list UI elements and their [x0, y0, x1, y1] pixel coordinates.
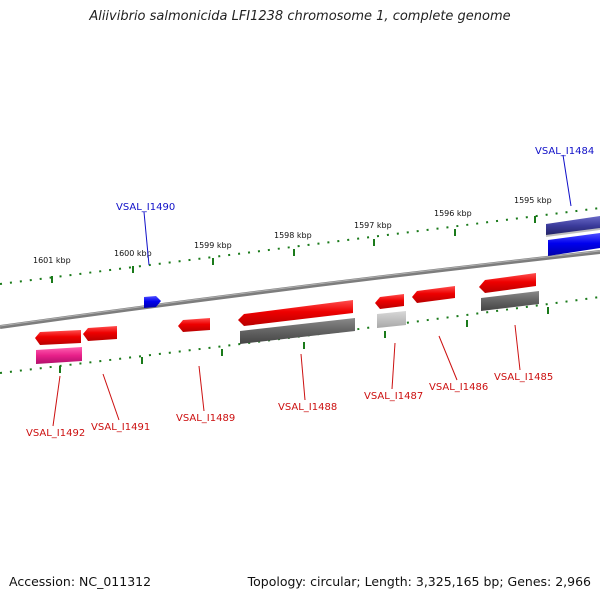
- leader-vsal-i1488: [300, 353, 306, 401]
- label-vsal-i1489[interactable]: VSAL_I1489: [176, 413, 235, 424]
- gene-vsal-i1488[interactable]: [238, 300, 353, 326]
- genome-summary-text: Topology: circular; Length: 3,325,165 bp…: [247, 574, 591, 589]
- leader-vsal-i1484: [562, 154, 572, 207]
- gene-vsal-i1485-shadow: [481, 291, 539, 311]
- label-vsal-i1490[interactable]: VSAL_I1490: [116, 202, 175, 213]
- chromosome-backbone-highlight: [0, 250, 600, 327]
- gene-vsal-i1489[interactable]: [178, 318, 210, 332]
- scale-label-1600: 1600 kbp: [114, 249, 152, 258]
- scale-label-1597: 1597 kbp: [354, 221, 392, 230]
- scale-label-1599: 1599 kbp: [194, 241, 232, 250]
- label-vsal-i1491[interactable]: VSAL_I1491: [91, 422, 150, 433]
- gene-vsal-i1484-upper[interactable]: [546, 216, 600, 236]
- scale-label-1595: 1595 kbp: [514, 196, 552, 205]
- gene-vsal-i1492-pseudo[interactable]: [36, 347, 82, 364]
- gene-vsal-i1485[interactable]: [479, 273, 536, 293]
- leader-vsal-i1486: [438, 335, 458, 381]
- outer-major-ticks: [51, 216, 536, 283]
- gene-vsal-i1488-shadow: [240, 318, 355, 344]
- inner-major-ticks: [59, 307, 549, 373]
- scale-label-1596: 1596 kbp: [434, 209, 472, 218]
- gene-vsal-i1490[interactable]: [144, 296, 161, 308]
- label-vsal-i1487[interactable]: VSAL_I1487: [364, 391, 423, 402]
- label-vsal-i1486[interactable]: VSAL_I1486: [429, 382, 488, 393]
- chromosome-backbone: [0, 250, 600, 329]
- label-vsal-i1492[interactable]: VSAL_I1492: [26, 428, 85, 439]
- gene-vsal-i1484-stripe: [545, 228, 600, 237]
- label-vsal-i1484[interactable]: VSAL_I1484: [535, 146, 594, 157]
- label-vsal-i1485[interactable]: VSAL_I1485: [494, 372, 553, 383]
- gene-vsal-i1492[interactable]: [35, 330, 81, 345]
- gene-vsal-i1484-lower[interactable]: [548, 233, 600, 256]
- map-title: Aliivibrio salmonicida LFI1238 chromosom…: [89, 9, 511, 24]
- outer-scale-dots: [0, 207, 600, 285]
- leader-vsal-i1490: [143, 211, 150, 266]
- leader-vsal-i1492: [52, 375, 61, 427]
- scale-label-1601: 1601 kbp: [33, 256, 71, 265]
- label-vsal-i1488[interactable]: VSAL_I1488: [278, 402, 337, 413]
- gene-vsal-i1486[interactable]: [412, 286, 455, 303]
- leader-vsal-i1489: [198, 365, 205, 412]
- scale-label-1598: 1598 kbp: [274, 231, 312, 240]
- leader-vsal-i1485: [514, 324, 521, 371]
- gene-vsal-i1491[interactable]: [83, 326, 117, 341]
- leader-vsal-i1487: [391, 342, 396, 390]
- gene-vsal-i1487[interactable]: [375, 294, 404, 309]
- inner-scale-dots: [0, 296, 600, 374]
- accession-text: Accession: NC_011312: [9, 574, 152, 589]
- gene-vsal-i1487-shadow: [377, 311, 406, 328]
- leader-vsal-i1491: [102, 373, 120, 421]
